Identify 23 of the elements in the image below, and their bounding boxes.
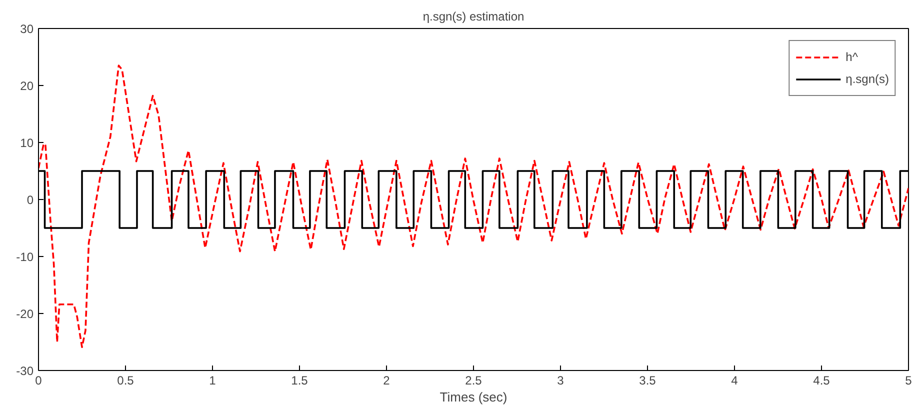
y-tick-label: -30: [16, 364, 34, 378]
x-tick-label: 0.5: [117, 374, 134, 388]
y-tick-label: 20: [20, 79, 34, 93]
x-tick-label: 2.5: [465, 374, 482, 388]
x-tick-label: 0: [35, 374, 42, 388]
y-tick-label: -20: [16, 307, 34, 321]
y-tick-label: 0: [26, 193, 34, 207]
x-tick-label: 4.5: [813, 374, 830, 388]
x-tick-label: 2: [383, 374, 390, 388]
x-tick-label: 3: [557, 374, 564, 388]
x-tick-label: 1: [209, 374, 216, 388]
x-tick-label: 5: [905, 374, 912, 388]
x-tick-label: 4: [731, 374, 738, 388]
chart-title: η.sgn(s) estimation: [422, 10, 524, 24]
y-tick-label: 30: [20, 22, 34, 36]
x-axis-title: Times (sec): [440, 390, 508, 404]
legend-label: η.sgn(s): [846, 72, 889, 86]
y-tick-label: 10: [20, 136, 34, 150]
legend-label: h^: [846, 50, 859, 64]
x-tick-label: 1.5: [291, 374, 308, 388]
line-series: [38, 64, 908, 348]
x-tick-label: 3.5: [639, 374, 656, 388]
y-tick-label: -10: [16, 250, 34, 264]
